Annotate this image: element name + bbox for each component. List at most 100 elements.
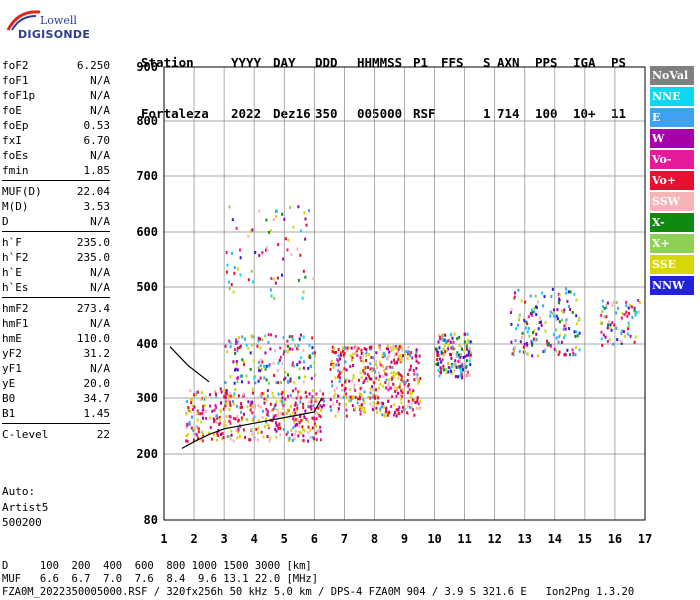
echo-point <box>294 403 297 407</box>
echo-point <box>438 374 441 378</box>
header-value-0: Fortaleza <box>141 106 209 121</box>
echo-point <box>365 353 368 357</box>
echo-point <box>367 395 370 399</box>
param-fof2: foF2 6.250 <box>2 58 110 73</box>
echo-point <box>341 346 344 350</box>
echo-point <box>386 366 389 370</box>
echo-point <box>299 415 302 419</box>
echo-point <box>577 318 580 322</box>
echo-point <box>438 346 441 350</box>
echo-point <box>399 392 402 396</box>
echo-point <box>261 251 264 255</box>
params-separator <box>2 231 110 232</box>
echo-point <box>232 402 235 406</box>
echo-point <box>372 393 375 397</box>
echo-point <box>408 368 411 372</box>
echo-point <box>371 367 374 371</box>
echo-point <box>308 405 311 409</box>
echo-point <box>225 401 228 405</box>
echo-point <box>190 401 193 405</box>
echo-point <box>203 404 206 408</box>
echo-point <box>296 363 299 367</box>
echo-point <box>222 424 225 428</box>
echo-point <box>320 398 323 402</box>
echo-point <box>301 439 304 443</box>
echo-point <box>316 412 319 416</box>
echo-point <box>343 378 346 382</box>
echo-point <box>250 269 253 273</box>
x-tick-label: 7 <box>341 532 348 546</box>
echo-point <box>216 416 219 420</box>
echo-point <box>387 383 390 387</box>
echo-point <box>391 366 394 370</box>
echo-point <box>390 377 393 381</box>
echo-point <box>289 377 292 381</box>
echo-point <box>404 380 407 384</box>
echo-point <box>370 355 373 359</box>
echo-point <box>251 418 254 422</box>
echo-point <box>332 402 335 406</box>
echo-point <box>242 412 245 416</box>
echo-point <box>388 350 391 354</box>
echo-point <box>371 408 374 412</box>
echo-point <box>469 340 472 344</box>
plot-frame <box>163 66 646 521</box>
echo-point <box>360 375 363 379</box>
echo-point <box>232 395 235 399</box>
echo-point <box>319 404 322 408</box>
echo-point <box>329 405 332 409</box>
echo-point <box>190 397 193 401</box>
echo-point <box>575 322 578 326</box>
param-value: 3.53 <box>83 200 111 213</box>
echo-point <box>546 343 549 347</box>
echo-point <box>247 278 250 282</box>
param-value: N/A <box>90 281 110 294</box>
echo-point <box>389 345 392 349</box>
echo-point <box>364 371 367 375</box>
echo-point <box>335 363 338 367</box>
echo-point <box>286 430 289 434</box>
x-tick-label: 12 <box>487 532 501 546</box>
echo-point <box>356 397 359 401</box>
echo-point <box>575 298 578 302</box>
echo-point <box>359 412 362 416</box>
echo-point <box>387 388 390 392</box>
echo-point <box>568 327 571 331</box>
echo-point <box>359 387 362 391</box>
header-label-10: IGA <box>573 55 596 70</box>
echo-point <box>227 280 230 284</box>
echo-point <box>265 398 268 402</box>
echo-point <box>240 410 243 414</box>
echo-point <box>633 306 636 310</box>
echo-point <box>208 404 211 408</box>
echo-point <box>316 400 319 404</box>
echo-point <box>270 294 273 298</box>
echo-point <box>353 345 356 349</box>
legend-w: W <box>650 129 694 148</box>
echo-point <box>257 404 260 408</box>
echo-point <box>461 368 464 372</box>
echo-point <box>339 357 342 361</box>
echo-point <box>314 373 317 377</box>
echo-point <box>272 361 275 365</box>
echo-point <box>600 337 603 341</box>
echo-point <box>240 418 243 422</box>
echo-point <box>209 425 212 429</box>
echo-point <box>440 368 443 372</box>
echo-point <box>279 399 282 403</box>
echo-point <box>617 306 620 310</box>
echo-point <box>512 349 515 353</box>
echo-point <box>336 399 339 403</box>
echo-point <box>247 234 250 238</box>
echo-point <box>337 354 340 358</box>
echo-point <box>531 339 534 343</box>
param-fof1p: foF1p N/A <box>2 88 110 103</box>
echo-point <box>225 389 228 393</box>
params-separator <box>2 423 110 424</box>
echo-point <box>401 391 404 395</box>
param-hmf1: hmF1 N/A <box>2 316 110 331</box>
echo-point <box>390 360 393 364</box>
echo-point <box>437 340 440 344</box>
echo-point <box>620 332 623 336</box>
echo-point <box>633 310 636 314</box>
